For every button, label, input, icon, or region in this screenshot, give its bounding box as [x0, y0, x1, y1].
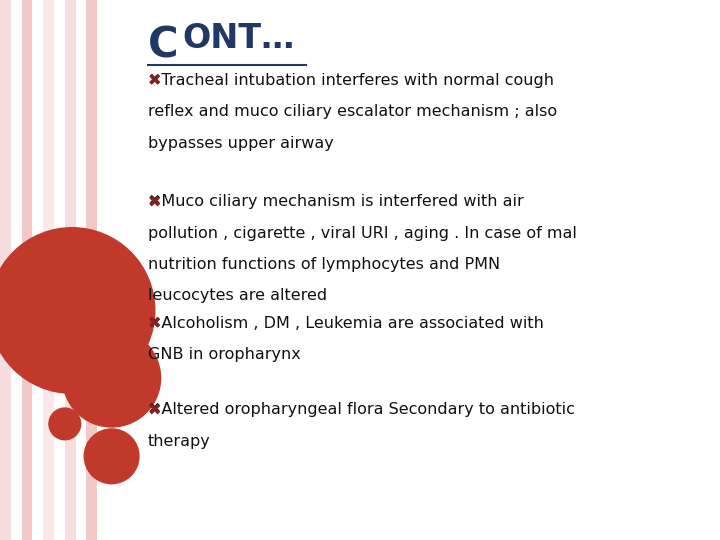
Text: ONT…: ONT… [182, 22, 294, 55]
Bar [22, 0, 32, 540]
Text: C: C [148, 24, 179, 66]
Text: therapy: therapy [148, 434, 210, 449]
Text: GNB in oropharynx: GNB in oropharynx [148, 347, 300, 362]
Text: ✖: ✖ [148, 316, 161, 331]
Ellipse shape [84, 429, 139, 484]
Bar [43, 0, 54, 540]
Bar [86, 0, 97, 540]
Text: bypasses upper airway: bypasses upper airway [148, 136, 333, 151]
Bar [0, 0, 11, 540]
Text: ✖Altered oropharyngeal flora Secondary to antibiotic: ✖Altered oropharyngeal flora Secondary t… [148, 402, 575, 417]
Text: pollution , cigarette , viral URI , aging . In case of mal: pollution , cigarette , viral URI , agin… [148, 226, 577, 241]
Ellipse shape [63, 329, 161, 427]
Ellipse shape [0, 228, 155, 393]
Text: ✖: ✖ [148, 73, 161, 88]
Bar [65, 0, 76, 540]
Text: nutrition functions of lymphocytes and PMN: nutrition functions of lymphocytes and P… [148, 257, 500, 272]
Text: ✖Muco ciliary mechanism is interfered with air: ✖Muco ciliary mechanism is interfered wi… [148, 194, 523, 210]
Text: leucocytes are altered: leucocytes are altered [148, 288, 327, 303]
Text: reflex and muco ciliary escalator mechanism ; also: reflex and muco ciliary escalator mechan… [148, 104, 557, 119]
Text: ✖: ✖ [148, 194, 161, 210]
Text: ✖Tracheal intubation interferes with normal cough: ✖Tracheal intubation interferes with nor… [148, 73, 554, 88]
Text: ✖Alcoholism , DM , Leukemia are associated with: ✖Alcoholism , DM , Leukemia are associat… [148, 316, 544, 331]
Text: ✖: ✖ [148, 402, 161, 417]
Ellipse shape [49, 408, 81, 440]
